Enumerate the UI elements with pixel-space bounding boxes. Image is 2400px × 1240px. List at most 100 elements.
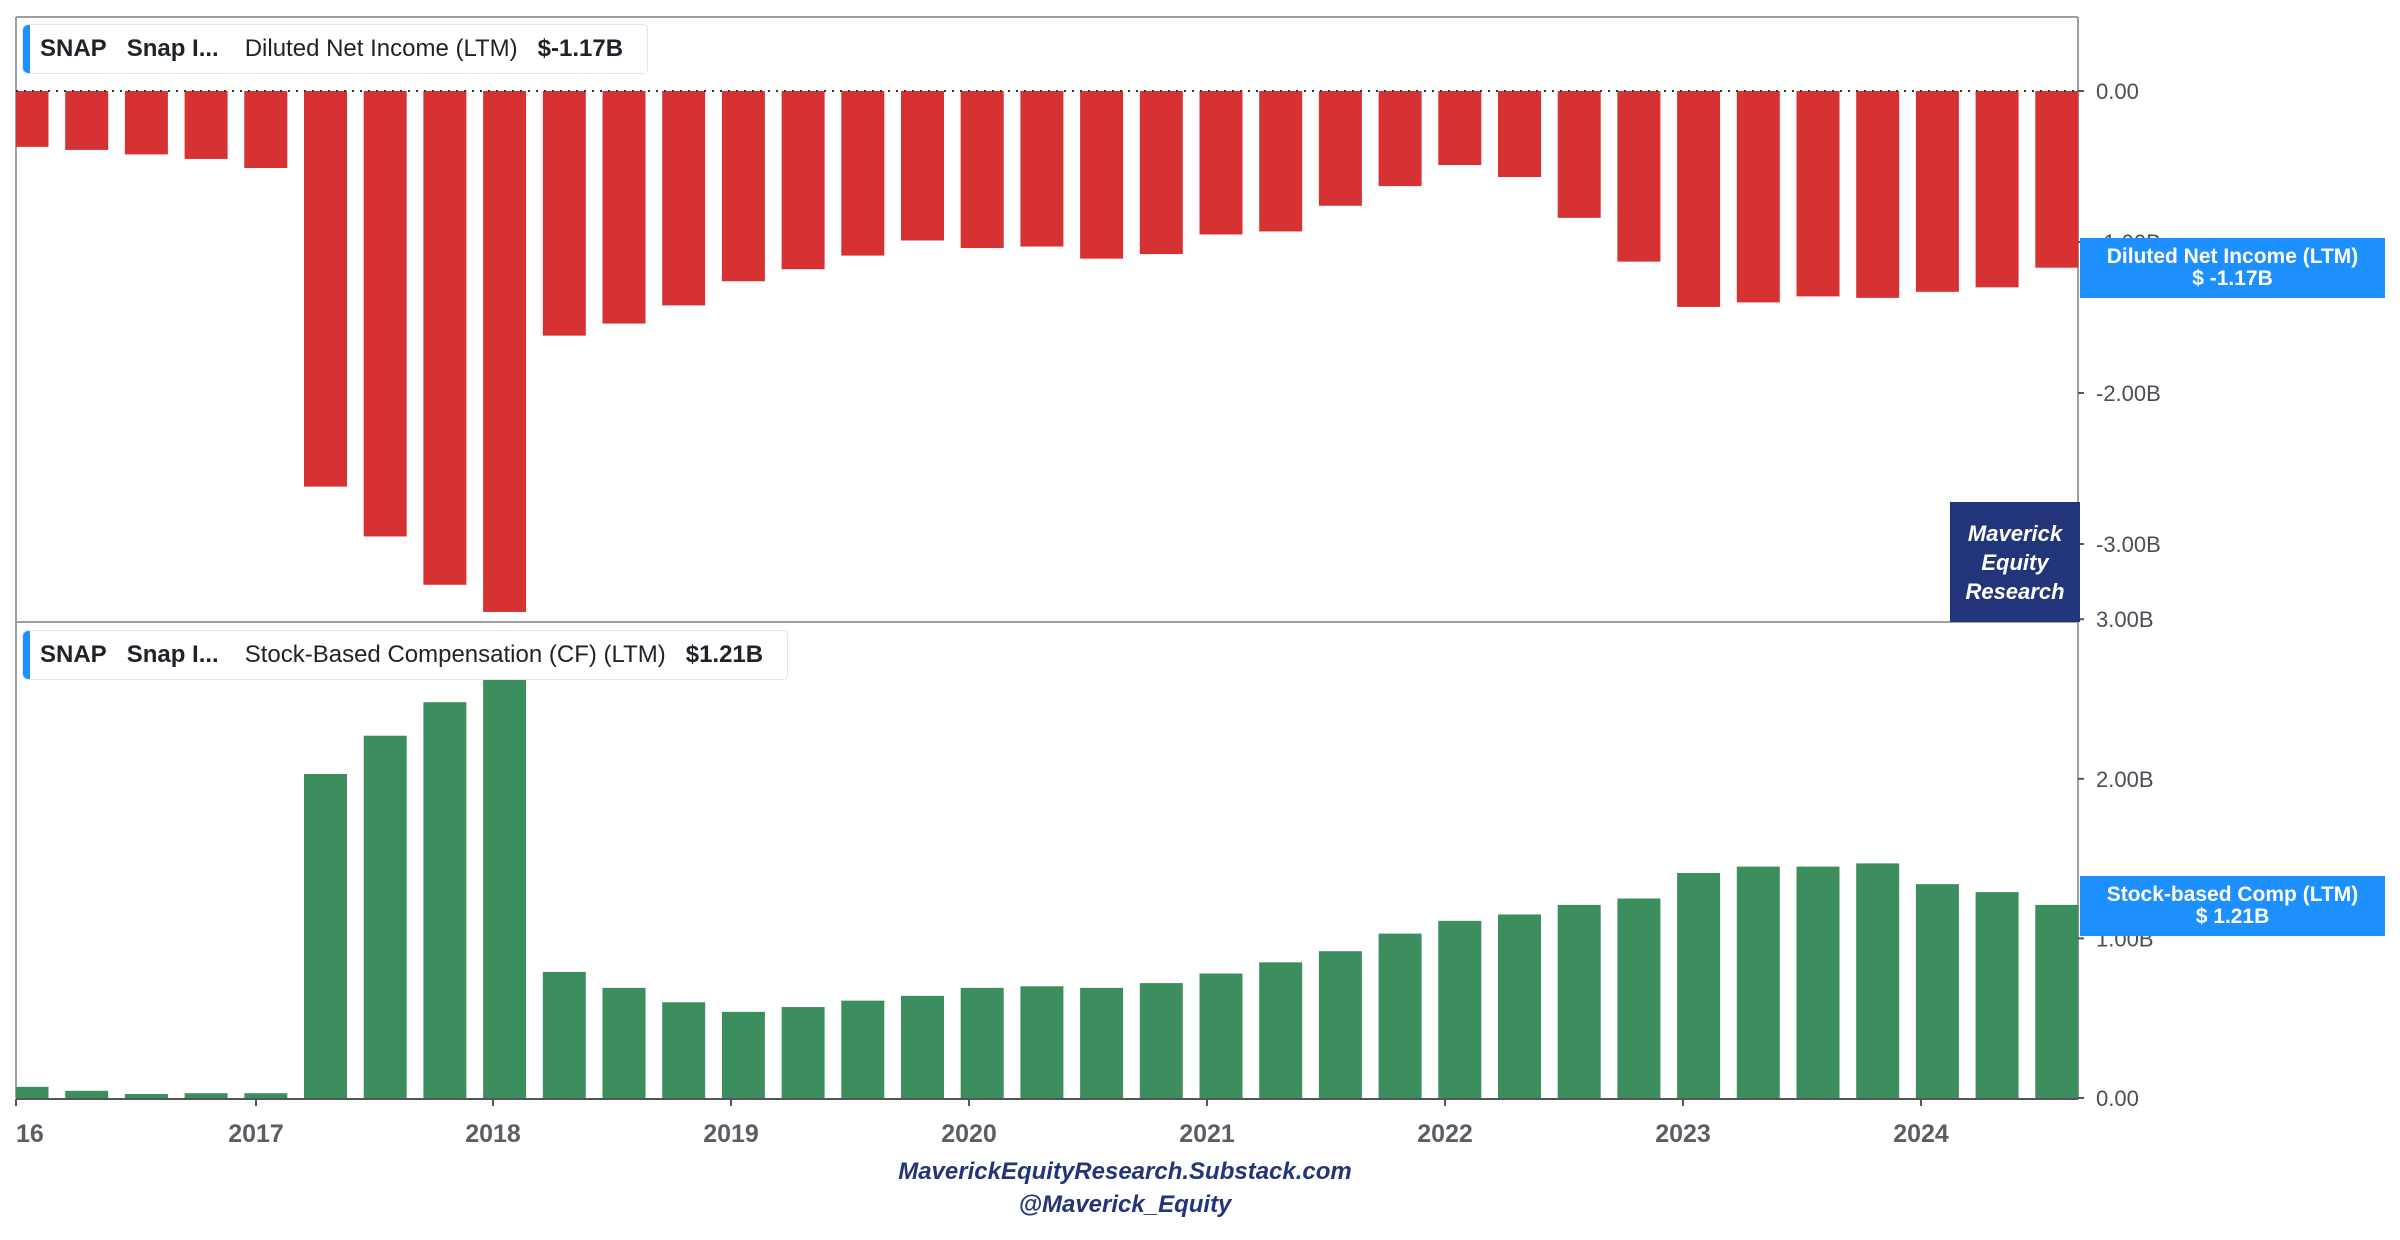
sbc-bar xyxy=(1080,987,1124,1098)
net-income-bar xyxy=(1796,91,1840,297)
net-income-bar xyxy=(1557,91,1601,218)
net-income-bar xyxy=(1080,91,1124,259)
net-income-bar xyxy=(124,91,168,155)
legend-accent xyxy=(23,25,30,73)
axis-tag-value: $ -1.17B xyxy=(2192,267,2273,290)
net-income-bar xyxy=(65,91,109,150)
sbc-bar xyxy=(662,1002,706,1098)
sbc-bar xyxy=(781,1007,825,1098)
axis-tag-label: Diluted Net Income (LTM) xyxy=(2106,245,2359,268)
sbc-bar xyxy=(1199,973,1243,1098)
sbc-bar xyxy=(16,1086,49,1098)
sbc-bar xyxy=(542,971,586,1098)
net-income-bar xyxy=(304,91,347,487)
x-tick-label: 2017 xyxy=(228,1120,284,1148)
legend-metric: Stock-Based Compensation (CF) (LTM) xyxy=(244,641,666,668)
x-tick-label: 2019 xyxy=(703,1120,759,1148)
net-income-bar xyxy=(1378,91,1422,187)
net-income-bar xyxy=(1915,91,1959,292)
sbc-bar xyxy=(1796,866,1840,1098)
net-income-bar xyxy=(1617,91,1661,262)
sbc-bar xyxy=(901,995,944,1098)
sbc-bar xyxy=(184,1093,228,1098)
net-income-bar xyxy=(901,91,944,241)
sbc-bar xyxy=(124,1094,168,1098)
net-income-bar xyxy=(423,91,467,585)
net-income-bar xyxy=(721,91,765,282)
sbc-bar xyxy=(721,1011,765,1098)
sbc-bar xyxy=(1139,983,1183,1098)
net-income-bar xyxy=(1498,91,1541,178)
watermark-line: Maverick xyxy=(1967,520,2063,546)
x-axis: 16 2017 2018 2019 2020 2021 2022 2023 2024 xyxy=(15,1098,2078,1148)
sbc-legend[interactable]: SNAP Snap I... Stock-Based Compensation … xyxy=(22,630,789,680)
sbc-bar xyxy=(1378,933,1422,1098)
y-tick-label: 0.00 xyxy=(2096,1086,2139,1111)
legend-ticker: SNAP xyxy=(40,35,107,62)
footer-handle[interactable]: @Maverick_Equity xyxy=(1018,1191,1232,1218)
legend-value: $1.21B xyxy=(685,641,764,668)
net-income-bar xyxy=(2035,91,2079,268)
net-income-bar xyxy=(1259,91,1303,232)
sbc-bar xyxy=(363,735,407,1098)
net-income-bar xyxy=(184,91,228,159)
y-tick-label: 0.00 xyxy=(2096,79,2139,104)
net-income-bar xyxy=(1856,91,1900,298)
net-income-bar xyxy=(244,91,288,169)
y-tick-label: 3.00B xyxy=(2096,607,2154,632)
net-income-bar xyxy=(960,91,1004,249)
net-income-bar xyxy=(1139,91,1183,255)
sbc-bar xyxy=(2035,904,2079,1098)
sbc-bar xyxy=(304,774,347,1098)
sbc-bar xyxy=(1020,986,1064,1098)
axis-tag-value: $ 1.21B xyxy=(2195,905,2270,928)
sbc-bar xyxy=(244,1093,288,1098)
sbc-bar xyxy=(602,987,646,1098)
x-tick-label: 2020 xyxy=(941,1120,997,1148)
axis-tag-label: Stock-based Comp (LTM) xyxy=(2106,883,2359,906)
net-income-bar xyxy=(662,91,706,306)
net-income-axis-tag: Diluted Net Income (LTM) $ -1.17B xyxy=(2080,238,2385,298)
legend-accent xyxy=(23,631,30,679)
sbc-bar xyxy=(960,987,1004,1098)
sbc-bar xyxy=(65,1090,109,1098)
net-income-bar xyxy=(602,91,646,324)
sbc-bar xyxy=(1259,962,1303,1098)
sbc-bar xyxy=(1677,872,1721,1098)
sbc-bar xyxy=(1498,914,1541,1098)
legend-company: Snap I... xyxy=(126,35,219,62)
watermark-badge: Maverick Equity Research xyxy=(1950,502,2080,622)
legend-ticker: SNAP xyxy=(40,641,107,668)
watermark-line: Research xyxy=(1965,578,2065,604)
net-income-bar xyxy=(1020,91,1064,247)
sbc-bar xyxy=(1557,904,1601,1098)
net-income-bar xyxy=(841,91,885,256)
x-tick-label: 2024 xyxy=(1893,1120,1949,1148)
sbc-bar xyxy=(841,1000,885,1098)
net-income-bar xyxy=(483,91,527,612)
sbc-bar xyxy=(1438,920,1482,1098)
net-income-bar xyxy=(1318,91,1362,206)
net-income-bar xyxy=(1975,91,2019,288)
net-income-bar xyxy=(542,91,586,336)
net-income-legend[interactable]: SNAP Snap I... Diluted Net Income (LTM) … xyxy=(22,24,649,74)
legend-metric: Diluted Net Income (LTM) xyxy=(244,35,518,62)
net-income-bar xyxy=(781,91,825,270)
net-income-bar xyxy=(1438,91,1482,165)
sbc-bar xyxy=(1617,898,1661,1098)
net-income-panel: 0.00-1.00B-2.00B-3.00B xyxy=(15,16,2161,623)
x-tick-label: 2023 xyxy=(1655,1120,1711,1148)
y-tick-label: -3.00B xyxy=(2096,532,2161,557)
net-income-bar xyxy=(1677,91,1721,307)
x-tick-label: 2022 xyxy=(1417,1120,1473,1148)
legend-value: $-1.17B xyxy=(537,35,624,62)
footer-site[interactable]: MaverickEquityResearch.Substack.com xyxy=(898,1158,1352,1185)
y-tick-label: 2.00B xyxy=(2096,767,2154,792)
sbc-bar xyxy=(1736,866,1780,1098)
watermark-line: Equity xyxy=(1981,549,2049,575)
sbc-bar xyxy=(1318,951,1362,1098)
sbc-bar xyxy=(1975,892,2019,1098)
net-income-bar xyxy=(363,91,407,537)
